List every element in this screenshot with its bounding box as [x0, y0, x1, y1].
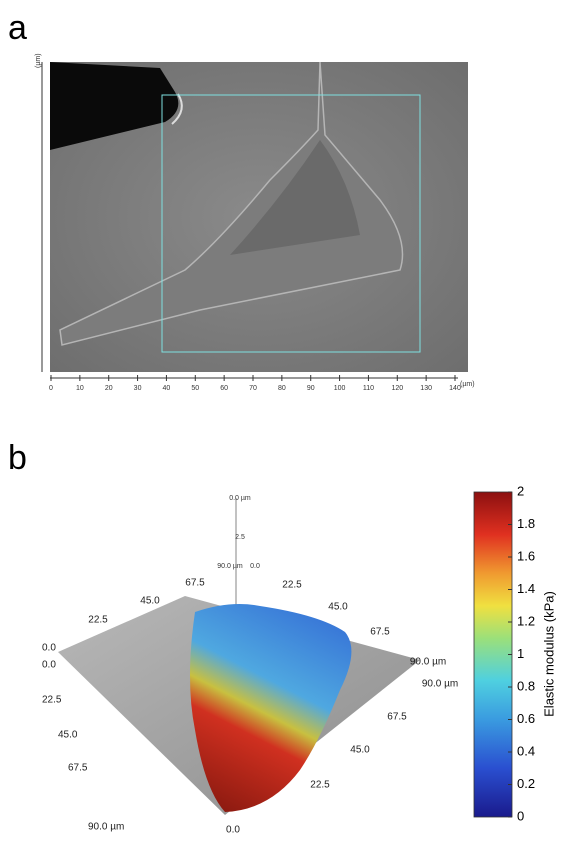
axis-label-3d: 2.5 — [235, 534, 245, 541]
axis-label-3d: 90.0 µm — [410, 657, 446, 668]
x-tick-label: 80 — [278, 385, 286, 392]
x-tick-label: 90 — [307, 385, 315, 392]
axis-label-3d: 22.5 — [282, 580, 302, 591]
x-tick-label: 40 — [163, 385, 171, 392]
x-tick-label: 100 — [334, 385, 346, 392]
colorbar-tick-label: 2 — [517, 483, 524, 498]
x-tick-label: 10 — [76, 385, 84, 392]
axis-label-3d: 45.0 — [140, 596, 160, 607]
axis-label-3d: 0.0 µm — [229, 495, 251, 502]
cell — [59, 61, 404, 346]
axis-label-3d: 90.0 µm — [88, 822, 124, 833]
colorbar-tick-label: 0.2 — [517, 776, 535, 791]
axis-label-3d: 22.5 — [42, 695, 62, 706]
colorbar-tick-label: 0.6 — [517, 711, 535, 726]
cantilever-edge — [171, 93, 183, 125]
axis-label-3d: 22.5 — [88, 615, 108, 626]
panel-label: a — [8, 9, 27, 47]
x-tick-label: 120 — [391, 385, 403, 392]
x-tick-label: 50 — [191, 385, 199, 392]
x-tick-label: 140 — [449, 385, 461, 392]
colorbar-tick-label: 0.8 — [517, 678, 535, 693]
cantilever — [50, 62, 179, 150]
cell-nucleus — [230, 140, 360, 255]
elasticity-map — [190, 604, 352, 812]
axis-label-3d: 45.0 — [350, 745, 370, 756]
colorbar — [473, 491, 513, 818]
x-tick-label: 0 — [49, 385, 53, 392]
x-tick-label: 130 — [420, 385, 432, 392]
axis-label-3d: 67.5 — [68, 763, 88, 774]
colorbar-tick-label: 0 — [517, 808, 524, 823]
axis-label-3d: 67.5 — [370, 627, 390, 638]
colorbar-tick-label: 1.2 — [517, 613, 535, 628]
axis-label-3d: 67.5 — [185, 578, 205, 589]
axis-label-3d: 67.5 — [387, 712, 407, 723]
axis-label-3d: 22.5 — [310, 780, 330, 791]
axis-label-3d: 45.0 — [58, 730, 78, 741]
colorbar-title: Elastic modulus (kPa) — [541, 591, 556, 717]
axis-label-3d: 0.0 — [42, 660, 56, 671]
colorbar-tick-label: 1.8 — [517, 516, 535, 531]
axis-label-3d: 0.0 — [250, 563, 260, 570]
colorbar-tick-label: 0.4 — [517, 743, 535, 758]
y-unit: (µm) — [35, 53, 42, 68]
x-tick-label: 20 — [105, 385, 113, 392]
panel-label: b — [8, 439, 27, 477]
colorbar-tick-label: 1.6 — [517, 548, 535, 563]
axis-label-3d: 0.0 — [226, 825, 240, 836]
colorbar-tick-label: 1.4 — [517, 581, 535, 596]
axis-label-3d: 90.0 µm — [217, 563, 243, 570]
x-tick-label: 110 — [363, 385, 374, 392]
scan-region — [161, 94, 421, 353]
axis-label-3d: 45.0 — [328, 602, 348, 613]
x-tick-label: 70 — [249, 385, 257, 392]
axis-label-3d: 90.0 µm — [422, 679, 458, 690]
colorbar-tick-label: 1 — [517, 646, 524, 661]
axis-label-3d: 0.0 — [42, 643, 56, 654]
x-tick-label: 60 — [220, 385, 228, 392]
x-tick-label: 30 — [134, 385, 142, 392]
x-unit: (µm) — [460, 381, 475, 388]
